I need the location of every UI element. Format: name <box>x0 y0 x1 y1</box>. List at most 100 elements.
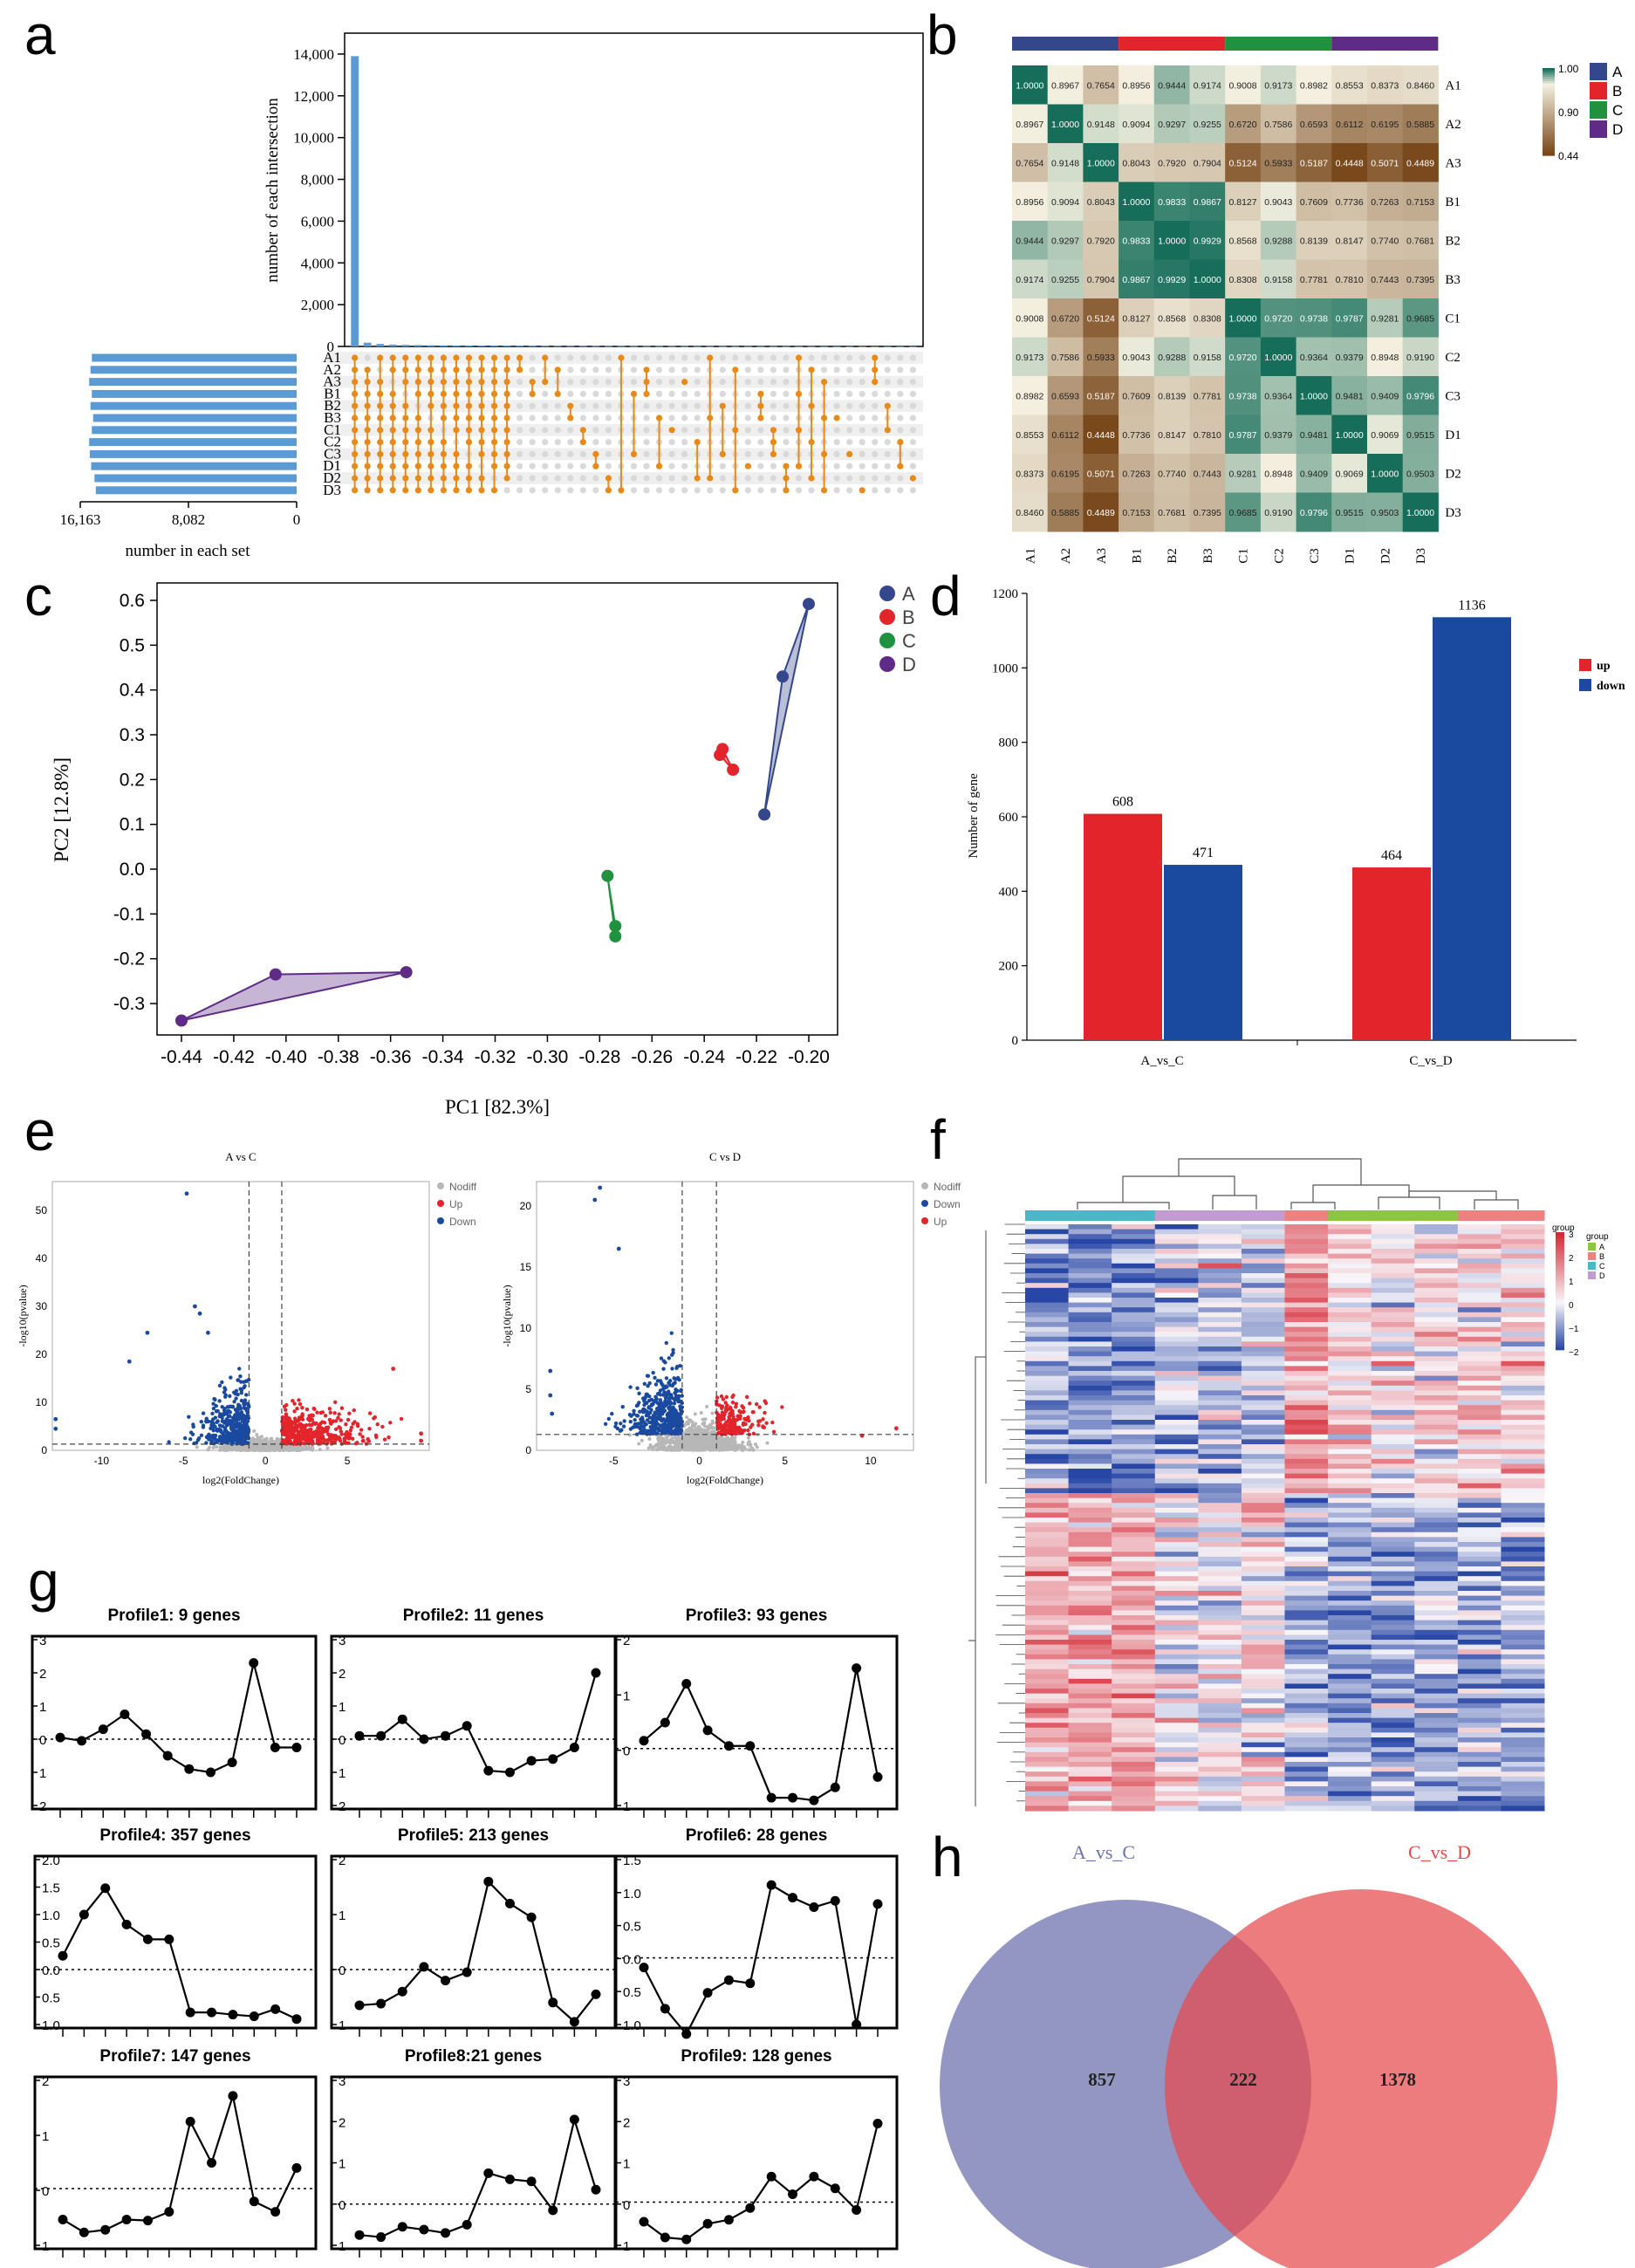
column-group-cell <box>1284 1210 1329 1221</box>
heatmap-cell <box>1154 1405 1199 1411</box>
up-point <box>306 1417 311 1422</box>
heat-cell-value: 0.9409 <box>1300 469 1328 479</box>
pca-point-A <box>776 670 790 683</box>
heatmap-cell <box>1198 1302 1242 1308</box>
up-point <box>763 1410 767 1415</box>
down-point <box>237 1367 242 1371</box>
up-point <box>339 1406 345 1410</box>
heatmap-cell <box>1198 1390 1242 1396</box>
matrix-dot-off <box>592 379 599 386</box>
matrix-dot-off <box>770 475 777 482</box>
nodiff-point <box>677 1448 681 1452</box>
nodiff-point <box>706 1425 710 1429</box>
intersection-bar <box>706 346 715 347</box>
intersection-bar <box>858 346 866 347</box>
heat-cell <box>1189 221 1226 260</box>
intersection-bar <box>401 345 410 346</box>
heatmap-cell <box>1501 1298 1545 1304</box>
heatmap-cell <box>1284 1356 1329 1362</box>
heatmap-cell <box>1198 1400 1242 1406</box>
heat-cell-value: 0.9173 <box>1016 353 1043 363</box>
heatmap-cell <box>1501 1253 1545 1259</box>
legend-marker <box>437 1217 444 1224</box>
heat-cell <box>1047 415 1084 455</box>
heatmap-cell <box>1501 1238 1545 1244</box>
nodiff-point <box>730 1435 735 1439</box>
matrix-dot-off <box>859 390 865 397</box>
row-label: C3 <box>1445 389 1461 403</box>
heatmap-cell <box>1198 1336 1242 1342</box>
group-legend-swatch <box>1590 82 1607 99</box>
intersection-bar <box>756 346 765 347</box>
set-size-bar <box>94 474 298 483</box>
heatmap-cell <box>1154 1395 1199 1401</box>
matrix-dot-off <box>643 415 650 421</box>
heat-cell-value: 0.8127 <box>1228 197 1256 208</box>
heatmap-cell <box>1025 1346 1070 1353</box>
heatmap-cell <box>1371 1238 1415 1244</box>
heatmap-cell <box>1198 1322 1242 1328</box>
heatmap-cell <box>1328 1395 1372 1401</box>
heatmap-cell <box>1154 1234 1199 1240</box>
up-point <box>366 1439 372 1443</box>
up-point <box>328 1410 332 1415</box>
heatmap-cell <box>1025 1302 1070 1308</box>
column-group-cell <box>1457 1210 1502 1221</box>
nodiff-point <box>749 1448 753 1452</box>
heatmap-cell <box>1025 1292 1070 1298</box>
heatmap-cell <box>1371 1268 1415 1274</box>
legend-gradient-step <box>1543 113 1555 117</box>
matrix-dot-off <box>744 487 751 494</box>
heatmap-cell <box>1371 1244 1415 1250</box>
matrix-dot-off <box>655 475 663 482</box>
heatmap-cell <box>1025 1356 1070 1362</box>
up-point <box>729 1425 735 1429</box>
matrix-dot-on <box>897 463 904 469</box>
legend-gradient-step <box>1543 112 1555 115</box>
heatmap-cell <box>1198 1429 1242 1435</box>
pca-point-D <box>400 966 413 979</box>
heatmap-cell <box>1457 1258 1502 1264</box>
y-tick-label: -0.3 <box>113 994 145 1014</box>
heat-cell-value: 1.0000 <box>1051 120 1079 130</box>
up-point <box>323 1414 328 1418</box>
heatmap-cell <box>1328 1278 1372 1284</box>
set-label: B3 <box>324 409 341 426</box>
matrix-dot-off <box>897 354 904 361</box>
set-size-bar <box>92 389 297 398</box>
down-point <box>224 1417 229 1422</box>
legend-gradient-step <box>1543 134 1555 137</box>
down-point <box>653 1375 657 1381</box>
legend-gradient-step <box>1543 135 1555 139</box>
matrix-dot-off <box>554 463 561 469</box>
heatmap-cell <box>1371 1405 1415 1411</box>
up-point <box>373 1433 379 1437</box>
down-point <box>196 1436 202 1441</box>
heat-cell <box>1083 492 1119 532</box>
heat-cell-value: 0.6720 <box>1051 313 1079 324</box>
up-point <box>300 1405 304 1410</box>
heatmap-cell <box>1241 1263 1285 1269</box>
heatmap-cell <box>1328 1238 1372 1244</box>
matrix-dot-off <box>897 402 904 409</box>
heat-cell <box>1225 415 1262 455</box>
heatmap-cell <box>1457 1346 1502 1353</box>
up-point <box>321 1430 325 1435</box>
heat-cell-value: 0.7586 <box>1264 120 1292 130</box>
down-point <box>668 1401 673 1406</box>
heatmap-cell <box>1198 1332 1242 1338</box>
heatmap-cell <box>1328 1268 1372 1274</box>
nodiff-point <box>741 1440 745 1444</box>
heatmap-cell <box>1068 1400 1112 1406</box>
matrix-dot-on <box>783 487 790 494</box>
heatmap-cell <box>1501 1287 1545 1293</box>
heat-cell-value: 0.9481 <box>1300 430 1328 441</box>
matrix-dot-off <box>872 427 879 434</box>
up-point <box>726 1429 731 1433</box>
heatmap-cell <box>1284 1322 1329 1328</box>
up-point <box>316 1425 320 1430</box>
legend-gradient-step <box>1543 72 1555 76</box>
heatmap-cell <box>1068 1336 1112 1342</box>
down-point <box>665 1400 669 1404</box>
heat-cell <box>1012 492 1049 532</box>
